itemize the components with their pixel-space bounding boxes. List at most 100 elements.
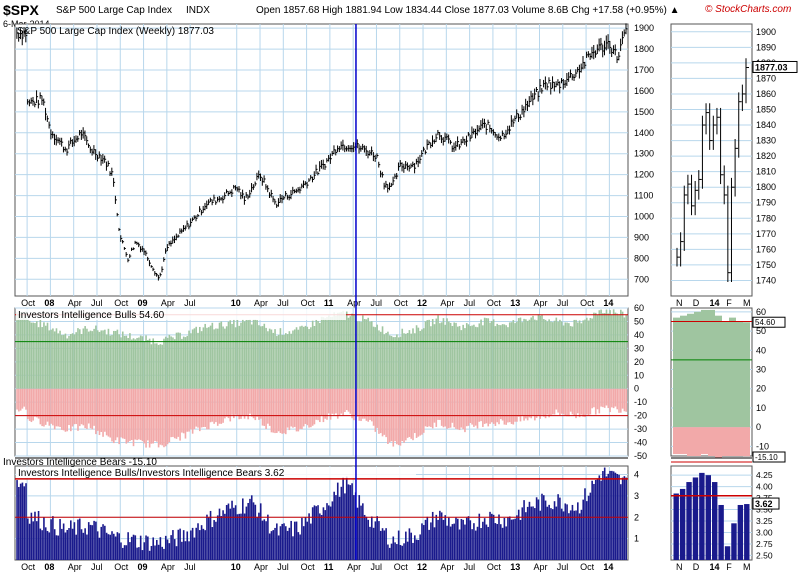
bulls-bar	[118, 334, 120, 389]
ratio-bar	[104, 525, 106, 560]
bears-bar	[206, 388, 208, 430]
ratio-bar	[193, 537, 196, 560]
ratio-bar	[313, 505, 316, 560]
bulls-bar	[378, 330, 380, 389]
bulls-bar	[52, 328, 54, 389]
y-tick-label: 30	[634, 343, 644, 353]
x-tick-label: Oct	[114, 562, 129, 572]
bears-bar	[415, 388, 418, 438]
bulls-bar	[28, 320, 31, 389]
ratio-bar	[584, 488, 586, 560]
ratio-bar	[105, 532, 108, 560]
bears-bar	[52, 388, 54, 426]
ratio-bar	[207, 517, 210, 560]
bulls-bar	[258, 325, 260, 389]
bears-bar	[369, 388, 371, 420]
bears-bar	[215, 388, 217, 423]
bears-bar	[250, 388, 253, 417]
bears-bar	[381, 388, 384, 437]
bulls-bar	[612, 309, 615, 389]
bulls-bar	[62, 334, 65, 389]
ratio-bar	[129, 542, 131, 560]
y-tick-label: 1200	[634, 170, 654, 180]
bulls-bar	[600, 309, 602, 389]
bears-bar	[440, 388, 443, 426]
bears-bar	[370, 388, 373, 422]
ratio-bar	[582, 499, 584, 560]
bears-bar	[612, 388, 615, 409]
ratio-bar	[353, 495, 355, 560]
ratio-bar	[320, 515, 323, 560]
bears-bar	[301, 388, 303, 430]
x-tick-label: Apr	[347, 562, 361, 572]
ratio-bar	[252, 502, 255, 560]
bulls-bar	[170, 336, 172, 389]
ratio-bar	[483, 518, 486, 560]
bulls-bar	[215, 328, 217, 389]
ratio-bar	[569, 510, 572, 560]
bears-bar	[338, 388, 341, 416]
ratio-bar	[301, 517, 303, 560]
ratio-bar	[446, 525, 448, 560]
x-tick-label: 13	[510, 298, 520, 308]
y-tick-label: 40	[634, 330, 644, 340]
ratio-bar	[444, 515, 447, 560]
bulls-bar	[111, 335, 113, 389]
ratio-bar	[77, 519, 79, 560]
bears-bar	[451, 388, 454, 423]
ratio-bar	[150, 545, 153, 560]
bears-bar	[30, 388, 33, 423]
bulls-bar	[476, 327, 479, 389]
bulls-bar	[417, 327, 420, 389]
zoom-x-tick: F	[726, 562, 732, 572]
ratio-bar	[474, 530, 477, 560]
bears-bar	[236, 388, 239, 416]
bears-bar	[211, 388, 214, 422]
ratio-bar	[116, 532, 119, 560]
ratio-bar	[340, 486, 343, 560]
y-tick-label: 1790	[756, 198, 776, 208]
bears-bar	[66, 388, 69, 432]
bears-bar	[365, 388, 368, 421]
zoom-bulls-bar	[736, 321, 743, 428]
bears-bar	[96, 388, 99, 431]
ratio-bar	[378, 521, 380, 560]
bulls-bar	[46, 322, 49, 389]
bears-bar	[324, 388, 327, 419]
bulls-bar	[426, 320, 429, 389]
bears-bar	[571, 388, 574, 415]
ratio-bar	[338, 496, 341, 560]
bulls-bar	[220, 321, 223, 389]
bulls-bar	[326, 317, 328, 389]
bears-bar	[16, 388, 18, 410]
bears-bar	[191, 388, 194, 434]
bears-bar	[132, 388, 135, 447]
ratio-bar	[222, 510, 224, 560]
bears-bar	[247, 388, 249, 420]
ratio-bar	[550, 508, 552, 560]
ratio-bar	[121, 547, 124, 560]
bears-bar	[600, 388, 602, 407]
bulls-bar	[473, 324, 475, 389]
ratio-bar	[421, 523, 423, 560]
ratio-bar	[311, 507, 314, 560]
ratio-bar	[52, 516, 54, 560]
zoom-bulls-bar	[708, 309, 715, 428]
bulls-bar	[102, 330, 104, 389]
bulls-bar	[129, 333, 131, 389]
bears-bar	[270, 388, 273, 433]
bears-bar	[18, 388, 20, 412]
y-tick-label: 60	[756, 307, 766, 317]
bulls-bar	[412, 328, 414, 389]
bears-bar	[433, 388, 436, 423]
zoom-price-last: 1877.03	[755, 62, 788, 72]
ratio-bar	[428, 529, 430, 560]
bears-bar	[231, 388, 233, 415]
bulls-bar	[410, 333, 413, 389]
bears-bar	[417, 388, 420, 437]
ratio-bar	[46, 530, 49, 560]
bears-bar	[157, 388, 160, 448]
bulls-bar	[469, 326, 472, 389]
bears-bar	[234, 388, 237, 415]
ratio-bar	[505, 526, 507, 560]
